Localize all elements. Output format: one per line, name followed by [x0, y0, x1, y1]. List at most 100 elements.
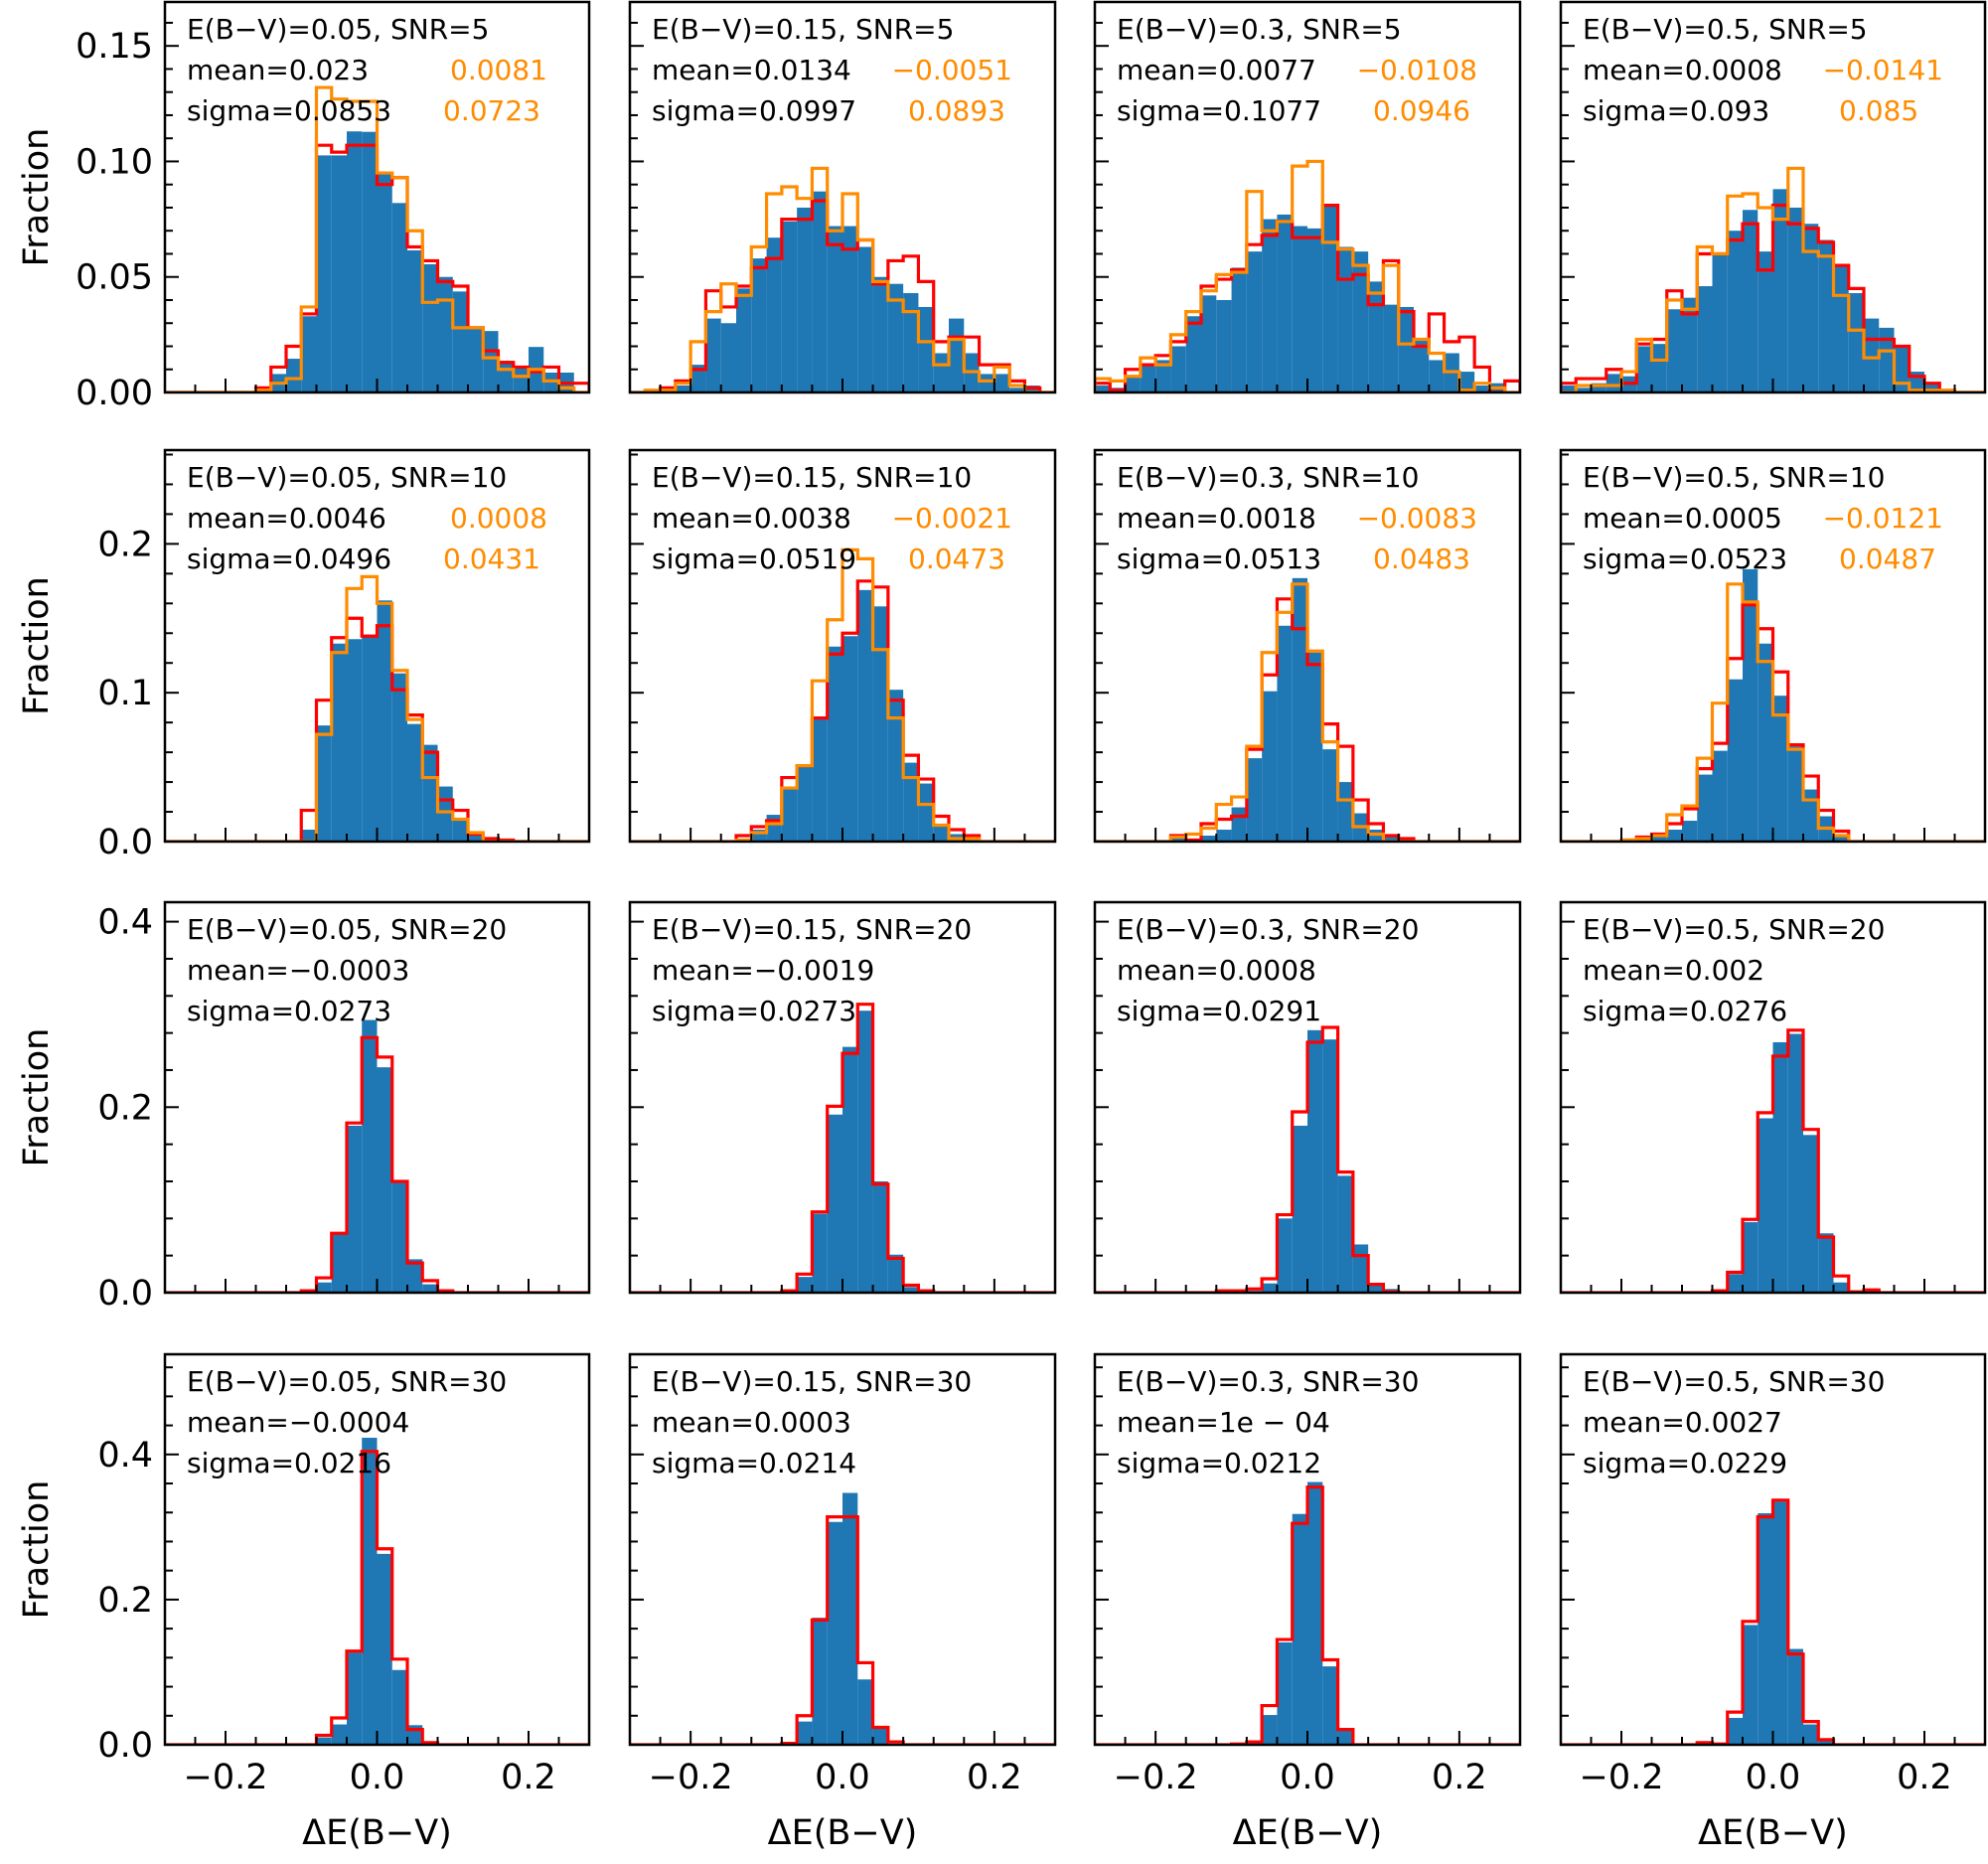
hist-bar-blue	[918, 306, 934, 392]
hist-bar-blue	[1201, 295, 1217, 392]
hist-bar-blue	[1352, 251, 1369, 392]
sigma-alt-label: 0.0946	[1373, 94, 1470, 127]
hist-step-orange	[165, 574, 589, 842]
hist-bar-blue	[1606, 374, 1621, 392]
panel-title: E(B−V)=0.05, SNR=20	[187, 913, 507, 946]
panel-title: E(B−V)=0.5, SNR=5	[1583, 13, 1868, 46]
hist-bar-blue	[1772, 189, 1788, 392]
hist-bar-blue	[705, 318, 721, 392]
sigma-label: sigma=0.1077	[1117, 94, 1321, 127]
hist-bar-blue	[468, 327, 484, 392]
mean-label: mean=−0.0004	[187, 1406, 409, 1439]
hist-bar-blue	[1833, 1282, 1849, 1293]
hist-bar-blue	[1474, 386, 1490, 392]
hist-bar-blue	[751, 258, 767, 392]
panel-title: E(B−V)=0.5, SNR=30	[1583, 1365, 1885, 1398]
hist-bar-blue	[1458, 372, 1475, 392]
hist-bar-blue	[407, 249, 423, 392]
mean-label: mean=0.0027	[1583, 1406, 1782, 1439]
plot-area	[1561, 1028, 1985, 1293]
panel-r0-c0: 0.00 0.05 0.10 0.15 Fraction E(B−V)=0.05, SNR…	[17, 0, 591, 413]
hist-bar-blue	[736, 288, 752, 392]
hist-bar-blue	[331, 643, 347, 842]
mean-label: mean=0.0046	[187, 502, 386, 535]
hist-bar-blue	[362, 1438, 378, 1745]
hist-bar-blue	[1170, 346, 1186, 392]
plot-area	[630, 547, 1055, 842]
hist-bar-blue	[1322, 205, 1338, 392]
hist-bar-blue	[377, 1067, 392, 1293]
mean-alt-label: 0.0081	[450, 54, 547, 86]
hist-bar-blue	[1307, 228, 1323, 392]
hist-step-orange	[1095, 159, 1520, 392]
panel-title: E(B−V)=0.3, SNR=5	[1117, 13, 1402, 46]
panel-title: E(B−V)=0.15, SNR=5	[652, 13, 954, 46]
hist-bar-blue	[690, 365, 706, 392]
hist-bar-blue	[407, 723, 423, 842]
hist-bar-blue	[483, 331, 499, 392]
hist-bar-blue	[362, 1019, 378, 1293]
hist-bar-blue	[1758, 1512, 1773, 1745]
hist-bar-blue	[827, 1114, 842, 1293]
hist-bar-blue	[949, 318, 965, 392]
hist-bar-blue	[1772, 696, 1788, 842]
plot-area	[165, 1438, 589, 1745]
panel-r3-c1: −0.2 0.0 0.2 ΔE(B−V) E(B−V)=0.15, SNR=30 mean…	[628, 1352, 1057, 1853]
hist-step-red	[630, 1515, 1055, 1745]
x-tick-label: −0.2	[649, 1758, 733, 1797]
mean-label: mean=0.0005	[1583, 502, 1782, 535]
plot-area	[630, 166, 1055, 392]
sigma-label: sigma=0.0513	[1117, 543, 1321, 575]
mean-label: mean=−0.0003	[187, 954, 409, 987]
hist-bar-blue	[316, 725, 332, 842]
hist-bar-blue	[1743, 1222, 1759, 1293]
hist-bar-blue	[994, 374, 1010, 392]
hist-bar-blue	[827, 646, 842, 842]
y-tick-label: 0.2	[97, 525, 153, 564]
hist-bar-blue	[675, 386, 691, 392]
x-tick-label: 0.0	[815, 1758, 870, 1797]
hist-bar-blue	[377, 1553, 392, 1745]
hist-bar-blue	[1727, 231, 1743, 392]
hist-bar-blue	[812, 1618, 828, 1745]
hist-bar-blue	[872, 1180, 888, 1293]
sigma-label: sigma=0.0216	[187, 1447, 391, 1479]
hist-bar-blue	[362, 131, 378, 392]
hist-bar-blue	[918, 783, 934, 842]
hist-bar-blue	[827, 226, 842, 392]
panel-r1-c1: E(B−V)=0.15, SNR=10 mean=0.0038 sigma=0.05…	[628, 448, 1057, 844]
x-axis-label: ΔE(B−V)	[1698, 1813, 1848, 1853]
panel-r3-c3: −0.2 0.0 0.2 ΔE(B−V) E(B−V)=0.5, SNR=30 mean=…	[1559, 1352, 1987, 1853]
sigma-label: sigma=0.0997	[652, 94, 856, 127]
hist-bar-blue	[857, 246, 873, 392]
sigma-alt-label: 0.0893	[908, 94, 1005, 127]
hist-bar-blue	[347, 131, 363, 392]
panel-r2-c2: E(B−V)=0.3, SNR=20 mean=0.0008 sigma=0.029…	[1093, 900, 1522, 1295]
hist-step-orange	[1095, 582, 1520, 842]
hist-bar-blue	[1682, 297, 1698, 392]
hist-bar-blue	[1651, 836, 1667, 842]
hist-bar-blue	[1758, 251, 1773, 392]
hist-bar-blue	[797, 1277, 813, 1293]
hist-bar-blue	[1262, 691, 1278, 842]
hist-bar-blue	[1818, 239, 1834, 392]
hist-bar-blue	[933, 824, 949, 842]
hist-bar-blue	[1292, 577, 1307, 842]
hist-bar-blue	[452, 291, 468, 392]
hist-bar-blue	[422, 263, 438, 392]
plot-area	[630, 1003, 1055, 1293]
hist-bar-blue	[933, 353, 949, 392]
y-tick-label: 0.4	[97, 1436, 153, 1476]
sigma-label: sigma=0.0212	[1117, 1447, 1321, 1479]
hist-bar-blue	[1879, 327, 1895, 392]
hist-bar-blue	[1803, 1724, 1819, 1745]
sigma-label: sigma=0.0273	[187, 995, 391, 1027]
hist-bar-blue	[903, 293, 919, 392]
hist-bar-blue	[1292, 1513, 1307, 1745]
hist-bar-blue	[1743, 1625, 1759, 1745]
sigma-alt-label: 0.0431	[443, 543, 540, 575]
hist-bar-blue	[1262, 1283, 1278, 1293]
hist-bar-blue	[1277, 214, 1293, 392]
sigma-alt-label: 0.085	[1839, 94, 1918, 127]
